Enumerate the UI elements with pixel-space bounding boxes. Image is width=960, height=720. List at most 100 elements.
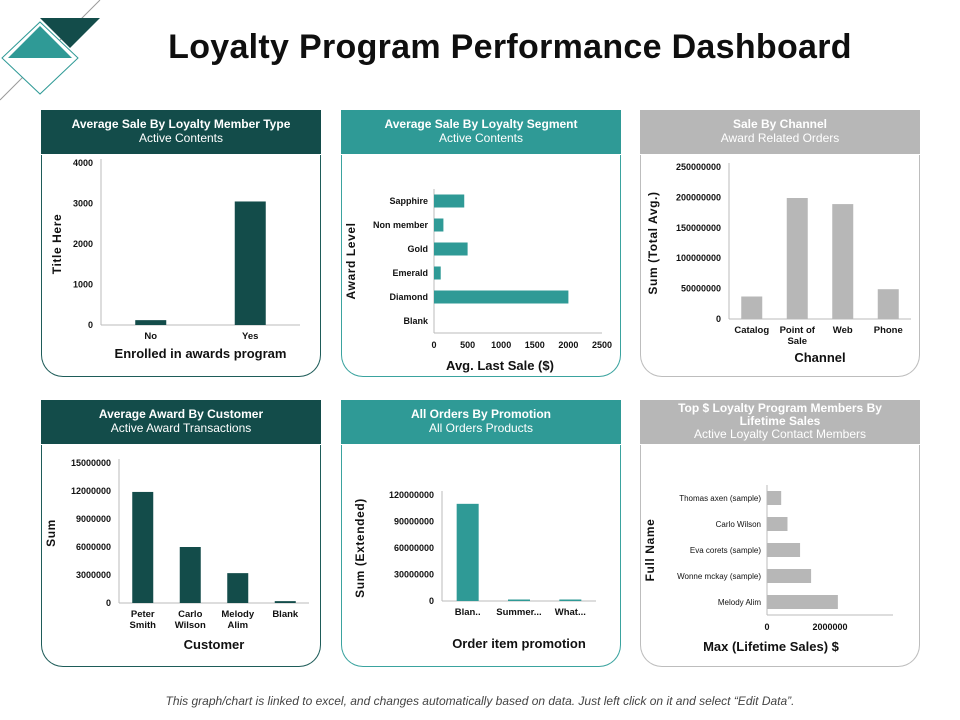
panel-title: Average Sale By Loyalty Segment (384, 117, 578, 131)
chart-promotion[interactable]: 0 30000000 60000000 90000000 120000000 Blan..… (342, 445, 622, 667)
panel-header-award-customer: Average Award By Customer Active Award T… (41, 400, 321, 444)
x-tick-label: Peter (131, 609, 155, 620)
y-axis-title: Title Here (50, 214, 64, 274)
bar (767, 569, 812, 583)
x-tick-label: 1500 (525, 340, 545, 350)
x-axis-title: Channel (794, 350, 845, 365)
y-tick-label: 0 (716, 314, 721, 324)
bar (227, 573, 249, 603)
bar (234, 201, 266, 325)
chart-card-channel: 0 50000000 100000000 150000000 200000000 2500… (640, 155, 920, 377)
x-tick-label: No (144, 331, 157, 342)
x-tick-label: Carlo (178, 609, 202, 620)
x-tick-label: Wilson (175, 620, 206, 631)
x-tick-label: Blan.. (455, 607, 481, 618)
bar (434, 290, 569, 304)
panel-subtitle: Active Contents (138, 131, 224, 145)
bar (832, 204, 854, 319)
bar (508, 599, 530, 601)
y-tick-label: 3000 (73, 199, 93, 209)
bar (434, 266, 441, 280)
bar (434, 242, 468, 256)
x-tick-label: Alim (227, 620, 248, 631)
panel-title: Average Sale By Loyalty Member Type (71, 117, 291, 131)
corner-decoration (0, 0, 101, 101)
x-tick-label: Blank (272, 609, 299, 620)
panel-header-promotion: All Orders By Promotion All Orders Produ… (341, 400, 621, 444)
x-tick-label: 1000 (491, 340, 511, 350)
x-tick-label: 0 (431, 340, 436, 350)
bar (786, 198, 808, 319)
bar (456, 503, 479, 601)
x-tick-label: Smith (130, 620, 157, 631)
bar (559, 599, 582, 601)
bar (434, 194, 465, 208)
bar (767, 491, 782, 505)
y-axis-title: Sum (Total Avg.) (646, 191, 660, 294)
y-tick-label: 0 (429, 596, 434, 606)
chart-card-member-type: 0 1000 2000 3000 4000 No Yes Enrolled in awards… (41, 155, 321, 377)
y-tick-label: 0 (88, 320, 93, 330)
x-tick-label: What... (555, 607, 586, 618)
bar (179, 547, 201, 603)
bar (767, 595, 838, 609)
y-tick-label: Gold (408, 244, 429, 254)
y-tick-label: Sapphire (389, 196, 428, 206)
y-tick-label: Wonne mckay (sample) (677, 572, 761, 581)
y-tick-label: 60000000 (394, 543, 434, 553)
y-tick-label: 250000000 (676, 162, 721, 172)
y-axis-title: Sum (Extended) (353, 498, 367, 598)
bar (434, 218, 444, 232)
y-tick-label: 200000000 (676, 192, 721, 202)
chart-card-award-customer: 0 3000000 6000000 9000000 12000000 15000000 Pe… (41, 445, 321, 667)
y-tick-label: 2000 (73, 239, 93, 249)
y-tick-label: 120000000 (389, 490, 434, 500)
y-tick-label: 6000000 (76, 542, 111, 552)
y-tick-label: Eva corets (sample) (690, 546, 761, 555)
panel-subtitle: Active Loyalty Contact Members (693, 427, 867, 441)
x-tick-label: 2000 (558, 340, 578, 350)
x-tick-label: 2500 (592, 340, 612, 350)
x-axis-title: Enrolled in awards program (115, 346, 287, 361)
y-tick-label: 90000000 (394, 517, 434, 527)
bar (741, 296, 763, 319)
y-tick-label: 12000000 (71, 486, 111, 496)
y-tick-label: Thomas axen (sample) (679, 494, 761, 503)
y-tick-label: 1000 (73, 280, 93, 290)
y-axis-title: Award Level (344, 222, 358, 299)
x-tick-label: Web (833, 325, 853, 336)
y-tick-label: Melody Alim (718, 598, 761, 607)
y-tick-label: 100000000 (676, 253, 721, 263)
y-tick-label: 150000000 (676, 223, 721, 233)
chart-card-loyalty-segment: Sapphire Non member Gold Emerald Diamond Blan… (341, 155, 621, 377)
panel-subtitle: Active Award Transactions (110, 421, 252, 435)
panel-subtitle: Active Contents (438, 131, 524, 145)
panel-title: Top $ Loyalty Program Members By Lifetim… (678, 401, 882, 428)
x-tick-label: Phone (874, 325, 903, 336)
chart-award-customer[interactable]: 0 3000000 6000000 9000000 12000000 15000000 Pe… (42, 445, 322, 667)
chart-channel[interactable]: 0 50000000 100000000 150000000 200000000 2500… (641, 155, 921, 377)
chart-loyalty-segment[interactable]: Sapphire Non member Gold Emerald Diamond Blan… (342, 155, 622, 377)
chart-member-type[interactable]: 0 1000 2000 3000 4000 No Yes Enrolled in awards… (42, 155, 322, 377)
x-axis-title: Customer (184, 637, 245, 652)
bar (135, 320, 167, 325)
page-title: Loyalty Program Performance Dashboard (168, 28, 852, 66)
x-tick-label: Summer... (496, 607, 541, 618)
bar (877, 289, 899, 319)
panel-header-member-type: Average Sale By Loyalty Member Type Acti… (41, 110, 321, 154)
x-axis-title: Avg. Last Sale ($) (446, 358, 554, 373)
chart-top-members[interactable]: Thomas axen (sample) Carlo Wilson Eva core… (641, 445, 921, 667)
x-tick-label: Point of (780, 325, 816, 336)
chart-card-promotion: 0 30000000 60000000 90000000 120000000 Blan..… (341, 445, 621, 667)
panel-title: Average Award By Customer (98, 407, 264, 421)
footnote: This graph/chart is linked to excel, and… (165, 694, 795, 708)
y-tick-label: 9000000 (76, 514, 111, 524)
y-tick-label: 50000000 (681, 284, 721, 294)
panel-title: Sale By Channel (732, 117, 828, 131)
bar (274, 601, 296, 603)
x-tick-label: 500 (460, 340, 475, 350)
y-tick-label: Emerald (392, 268, 428, 278)
y-tick-label: Diamond (389, 292, 428, 302)
panel-subtitle: Award Related Orders (720, 131, 840, 145)
chart-card-top-members: Thomas axen (sample) Carlo Wilson Eva core… (640, 445, 920, 667)
